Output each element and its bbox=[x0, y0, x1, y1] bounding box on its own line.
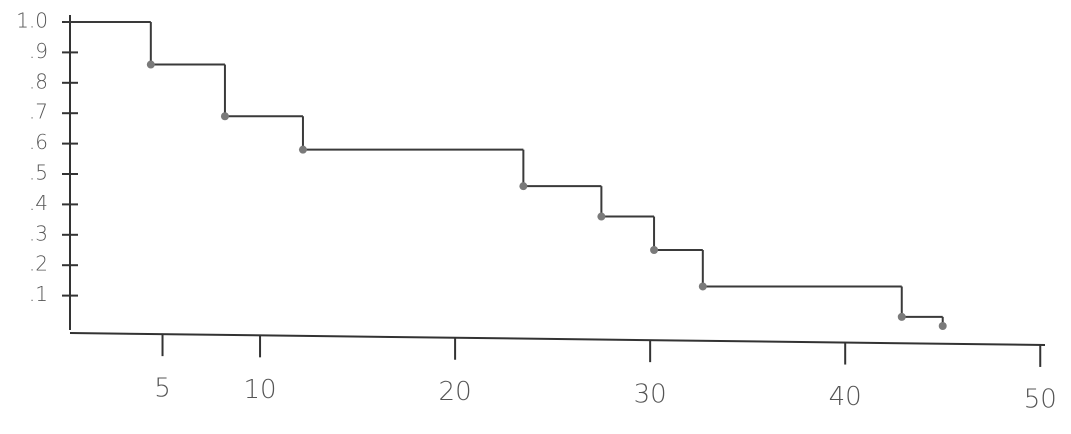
event-marker bbox=[221, 112, 229, 120]
x-tick-label: 20 bbox=[439, 377, 472, 407]
x-tick-label: 5 bbox=[154, 374, 171, 404]
y-tick-label: .9 bbox=[29, 39, 48, 63]
event-marker bbox=[519, 182, 527, 190]
event-marker bbox=[650, 246, 658, 254]
event-marker bbox=[939, 322, 947, 330]
x-tick-label: 50 bbox=[1024, 384, 1057, 414]
x-tick-label: 10 bbox=[244, 375, 277, 405]
event-marker bbox=[699, 282, 707, 290]
x-tick-label: 30 bbox=[634, 380, 667, 410]
y-tick-label: .5 bbox=[29, 161, 48, 185]
y-tick-label: .8 bbox=[29, 69, 48, 93]
event-marker bbox=[299, 146, 307, 154]
y-tick-label: .3 bbox=[29, 221, 48, 245]
event-marker bbox=[898, 313, 906, 321]
y-tick-label: .7 bbox=[29, 100, 48, 124]
event-marker bbox=[147, 61, 155, 69]
chart: .1 .2 .3 .4 .5 .6 .7 .8 .9 1.0 5 10 20 30 40 50 bbox=[0, 0, 1071, 434]
event-marker bbox=[597, 213, 605, 221]
x-axis bbox=[70, 333, 1045, 345]
y-tick-label: .4 bbox=[29, 191, 48, 215]
y-tick-label: .6 bbox=[29, 130, 48, 154]
y-tick-label: .2 bbox=[29, 252, 48, 276]
y-tick-label: .1 bbox=[29, 282, 48, 306]
x-tick-label: 40 bbox=[829, 382, 862, 412]
y-tick-label: 1.0 bbox=[16, 9, 48, 33]
